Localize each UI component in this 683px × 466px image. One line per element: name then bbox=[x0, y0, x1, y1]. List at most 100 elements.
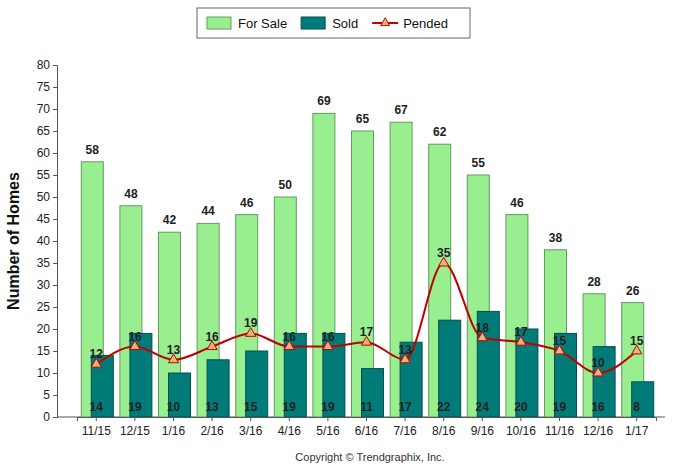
x-tick: 12/15 bbox=[120, 417, 150, 438]
data-label: 11 bbox=[360, 400, 373, 414]
data-label: 13 bbox=[205, 400, 219, 414]
x-tick-mark bbox=[212, 417, 213, 421]
x-tick-mark bbox=[134, 417, 135, 421]
x-tick-label: 11/16 bbox=[545, 424, 574, 438]
data-label: 16 bbox=[128, 330, 142, 344]
x-tick-mark bbox=[327, 417, 328, 421]
y-tick-label: 5 bbox=[43, 388, 50, 402]
x-tick: 8/16 bbox=[432, 417, 456, 438]
x-tick-label: 1/17 bbox=[625, 424, 649, 438]
y-tick-mark bbox=[53, 417, 57, 418]
y-tick-label: 80 bbox=[37, 58, 51, 72]
x-tick: 1/16 bbox=[162, 417, 186, 438]
y-tick-label: 45 bbox=[37, 212, 51, 226]
data-label: 67 bbox=[394, 103, 408, 117]
x-axis-line bbox=[78, 418, 657, 422]
data-label: 16 bbox=[591, 400, 605, 414]
data-label: 44 bbox=[201, 204, 215, 218]
data-label: 19 bbox=[128, 400, 142, 414]
y-tick-label: 30 bbox=[37, 278, 51, 292]
legend-label: For Sale bbox=[238, 16, 287, 31]
x-tick-mark bbox=[289, 417, 290, 421]
y-tick-mark bbox=[53, 109, 57, 110]
y-tick: 80 bbox=[37, 58, 57, 72]
y-tick-label: 0 bbox=[43, 410, 50, 424]
x-tick: 2/16 bbox=[200, 417, 224, 438]
y-tick-mark bbox=[53, 87, 57, 88]
y-tick: 40 bbox=[37, 234, 57, 248]
x-tick: 1/17 bbox=[625, 417, 649, 438]
y-tick-label: 10 bbox=[37, 366, 51, 380]
data-label: 13 bbox=[167, 343, 181, 357]
x-tick-mark bbox=[636, 417, 637, 421]
bar-series bbox=[81, 113, 643, 417]
x-tick-mark bbox=[520, 417, 521, 421]
data-label: 15 bbox=[244, 400, 258, 414]
legend-swatch bbox=[207, 17, 231, 29]
x-tick-mark bbox=[250, 417, 251, 421]
data-label: 46 bbox=[510, 196, 524, 210]
data-label: 55 bbox=[472, 156, 486, 170]
data-label: 65 bbox=[356, 112, 370, 126]
data-label: 19 bbox=[553, 400, 567, 414]
data-label: 38 bbox=[549, 231, 563, 245]
x-tick: 10/16 bbox=[506, 417, 536, 438]
y-tick-mark bbox=[53, 241, 57, 242]
y-tick-label: 65 bbox=[37, 124, 51, 138]
y-tick-mark bbox=[53, 153, 57, 154]
y-tick-label: 50 bbox=[37, 190, 51, 204]
y-tick-mark bbox=[53, 285, 57, 286]
legend-label: Pended bbox=[403, 16, 448, 31]
y-tick: 50 bbox=[37, 190, 57, 204]
data-label: 12 bbox=[90, 347, 104, 361]
x-tick: 11/15 bbox=[82, 417, 111, 438]
data-label: 10 bbox=[591, 356, 605, 370]
x-tick: 12/16 bbox=[583, 417, 613, 438]
y-tick-mark bbox=[53, 373, 57, 374]
data-label: 10 bbox=[167, 400, 181, 414]
x-tick: 7/16 bbox=[393, 417, 417, 438]
chart: 05101520253035404550556065707580Number o… bbox=[0, 0, 683, 466]
y-tick-mark bbox=[53, 307, 57, 308]
y-tick: 65 bbox=[37, 124, 57, 138]
annotation: Copyright © Trendgraphix, Inc. bbox=[295, 451, 444, 463]
y-tick-label: 15 bbox=[37, 344, 51, 358]
y-tick-label: 20 bbox=[37, 322, 51, 336]
data-label: 15 bbox=[553, 334, 567, 348]
x-tick-label: 7/16 bbox=[393, 424, 417, 438]
x-tick-label: 2/16 bbox=[200, 424, 224, 438]
x-tick-label: 3/16 bbox=[239, 424, 263, 438]
data-label: 46 bbox=[240, 196, 254, 210]
y-tick-label: 35 bbox=[37, 256, 51, 270]
data-label: 13 bbox=[398, 343, 412, 357]
data-label: 20 bbox=[514, 400, 528, 414]
y-tick: 70 bbox=[37, 102, 57, 116]
x-tick: 5/16 bbox=[316, 417, 340, 438]
x-tick-mark bbox=[598, 417, 599, 421]
x-tick: 4/16 bbox=[278, 417, 302, 438]
x-tick-label: 1/16 bbox=[162, 424, 186, 438]
y-tick: 15 bbox=[37, 344, 57, 358]
data-label: 16 bbox=[283, 330, 297, 344]
x-tick-mark bbox=[366, 417, 367, 421]
y-tick: 25 bbox=[37, 300, 57, 314]
data-label: 19 bbox=[244, 316, 258, 330]
y-tick-label: 55 bbox=[37, 168, 51, 182]
y-tick-mark bbox=[53, 197, 57, 198]
x-tick-label: 11/15 bbox=[82, 424, 111, 438]
legend: For SaleSoldPended bbox=[197, 8, 470, 38]
line bbox=[96, 263, 636, 373]
y-tick: 45 bbox=[37, 212, 57, 226]
data-label: 15 bbox=[630, 334, 644, 348]
y-tick-mark bbox=[53, 219, 57, 220]
data-labels: 5848424446506965676255463828261419101315… bbox=[86, 94, 644, 414]
y-tick: 75 bbox=[37, 80, 57, 94]
x-tick-label: 12/16 bbox=[583, 424, 613, 438]
x-tick-mark bbox=[559, 417, 560, 421]
y-tick: 35 bbox=[37, 256, 57, 270]
x-tick-mark bbox=[482, 417, 483, 421]
y-tick-label: 60 bbox=[37, 146, 51, 160]
data-label: 17 bbox=[514, 325, 528, 339]
data-label: 14 bbox=[90, 400, 104, 414]
y-tick-label: 75 bbox=[37, 80, 51, 94]
